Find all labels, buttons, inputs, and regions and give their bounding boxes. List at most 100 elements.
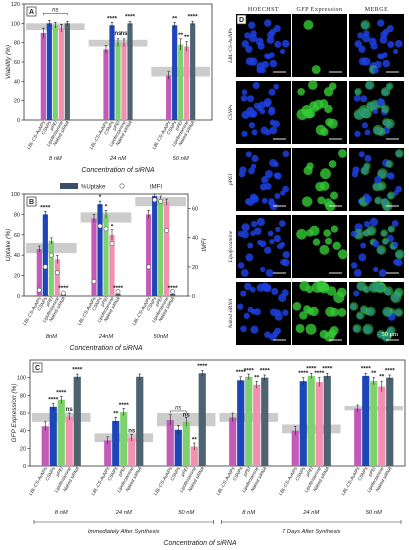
gfp-cell [380,229,389,237]
gfp-cell [303,305,312,314]
bar [174,429,182,466]
bar [97,204,103,296]
gfp-cell [349,301,359,311]
bar [178,44,184,120]
gfp-cell [385,82,394,91]
nucleus [278,293,287,302]
bar [42,214,48,296]
tmfi-marker [158,198,164,204]
gfp-cell [325,118,334,127]
nucleus [260,266,266,273]
bar [261,377,269,466]
group-label: 50 nM [173,156,189,162]
bar [152,196,158,296]
gfp-cell [325,306,336,317]
nucleus [350,230,357,237]
nucleus [241,223,250,232]
nucleus [267,230,274,237]
nucleus [361,122,369,129]
gfp-cell [386,326,396,336]
nucleus [269,119,276,126]
significance-label: **** [236,369,247,376]
bar [158,199,164,296]
significance-label: **** [361,366,372,373]
panel-label-box [236,14,247,25]
gfp-cell [382,306,393,317]
nucleus [372,240,380,248]
nucleus [263,19,272,27]
nucleus [259,183,267,191]
bar [190,446,198,466]
gfp-cell [311,65,321,74]
nucleus [269,333,277,341]
significance-label: **** [260,367,271,374]
series-label: pPEI [304,465,314,478]
tmfi-marker [54,270,60,276]
tmfi-marker [60,290,66,296]
nucleus [266,36,275,44]
y-tick-label: 100 [11,21,20,27]
significance-label: ** [371,370,377,377]
nucleus [373,67,379,74]
nucleus [250,286,256,293]
bar [73,376,81,466]
nucleus [372,108,379,115]
significance-label: * [99,194,102,201]
panel-label: A [29,9,34,16]
gfp-cell [390,291,402,303]
bar [41,426,49,466]
gfp-cell [374,196,383,205]
gfp-cell [387,191,396,200]
y-tick-label: 80 [14,41,20,47]
bar [112,420,120,466]
gfp-cell [323,198,333,208]
series-label: pPEI [111,119,121,132]
nucleus [237,230,244,237]
gfp-cell [337,249,348,260]
bar [49,406,57,466]
tmfi-marker [170,289,176,295]
gfp-cell [315,124,327,136]
significance-label: **** [244,367,255,374]
significance-label: ** [192,436,198,443]
legend-uptake-label: %Uptake [81,185,106,191]
gfp-cell [376,244,387,255]
nucleus [256,217,265,227]
series-label: pPEI [117,465,127,478]
significance-label: ns [128,428,136,434]
y-tick-label: 60 [20,411,26,417]
nucleus [240,325,247,333]
nucleus [363,220,371,228]
gfp-cell [301,196,313,207]
series-label: pPEI [179,465,189,478]
tmfi-marker [152,197,158,203]
nucleus [273,234,281,243]
nucleus [353,269,362,277]
nucleus [357,32,364,39]
nucleus [259,240,267,248]
x-axis-label: Concentration of siRNA [69,345,142,352]
significance-label: ns [66,407,74,413]
bar [40,33,46,120]
bar [245,376,253,466]
bar [115,42,121,120]
gfp-cell [319,99,329,109]
nucleus [382,59,391,68]
y-tick-label: 120 [11,2,20,8]
nucleus [282,185,290,193]
gfp-cell [338,148,347,158]
nucleus [245,253,254,262]
gfp-cell [309,306,319,317]
column-header: GFP Expression [297,7,343,13]
nucleus [374,175,382,184]
significance-label: **** [72,366,83,373]
gfp-cell [328,82,337,91]
gfp-cell [305,323,317,335]
gfp-cell [317,196,326,205]
bar [166,420,174,466]
y2-tick-label: 20 [192,265,198,271]
nucleus [245,45,253,53]
group-label: 24 nM [302,510,319,516]
y-tick-label: 60 [14,233,20,239]
